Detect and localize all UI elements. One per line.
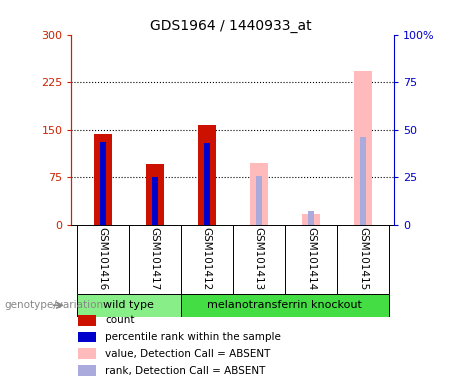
Bar xyxy=(78,315,96,326)
Bar xyxy=(308,211,314,225)
Bar xyxy=(181,294,389,317)
Text: GSM101412: GSM101412 xyxy=(202,227,212,290)
Text: rank, Detection Call = ABSENT: rank, Detection Call = ABSENT xyxy=(105,366,266,376)
Text: GSM101415: GSM101415 xyxy=(358,227,368,290)
Bar xyxy=(152,177,158,225)
Text: melanotransferrin knockout: melanotransferrin knockout xyxy=(207,300,362,310)
Bar xyxy=(78,332,96,343)
Bar xyxy=(250,163,268,225)
Bar xyxy=(94,134,112,225)
Text: GSM101417: GSM101417 xyxy=(150,227,160,290)
Text: wild type: wild type xyxy=(103,300,154,310)
Bar xyxy=(198,124,216,225)
Bar xyxy=(146,164,164,225)
Bar xyxy=(77,294,181,317)
Bar xyxy=(100,142,106,225)
Text: GSM101414: GSM101414 xyxy=(306,227,316,290)
Text: GDS1964 / 1440933_at: GDS1964 / 1440933_at xyxy=(150,19,311,33)
Text: count: count xyxy=(105,315,135,325)
Bar xyxy=(78,365,96,376)
Text: genotype/variation: genotype/variation xyxy=(5,300,104,310)
Text: GSM101416: GSM101416 xyxy=(98,227,108,290)
Bar xyxy=(204,144,210,225)
Bar xyxy=(78,348,96,359)
Bar xyxy=(256,176,262,225)
Bar xyxy=(302,214,320,225)
Bar xyxy=(354,71,372,225)
Text: value, Detection Call = ABSENT: value, Detection Call = ABSENT xyxy=(105,349,271,359)
Text: percentile rank within the sample: percentile rank within the sample xyxy=(105,332,281,342)
Bar xyxy=(360,137,366,225)
Text: GSM101413: GSM101413 xyxy=(254,227,264,290)
